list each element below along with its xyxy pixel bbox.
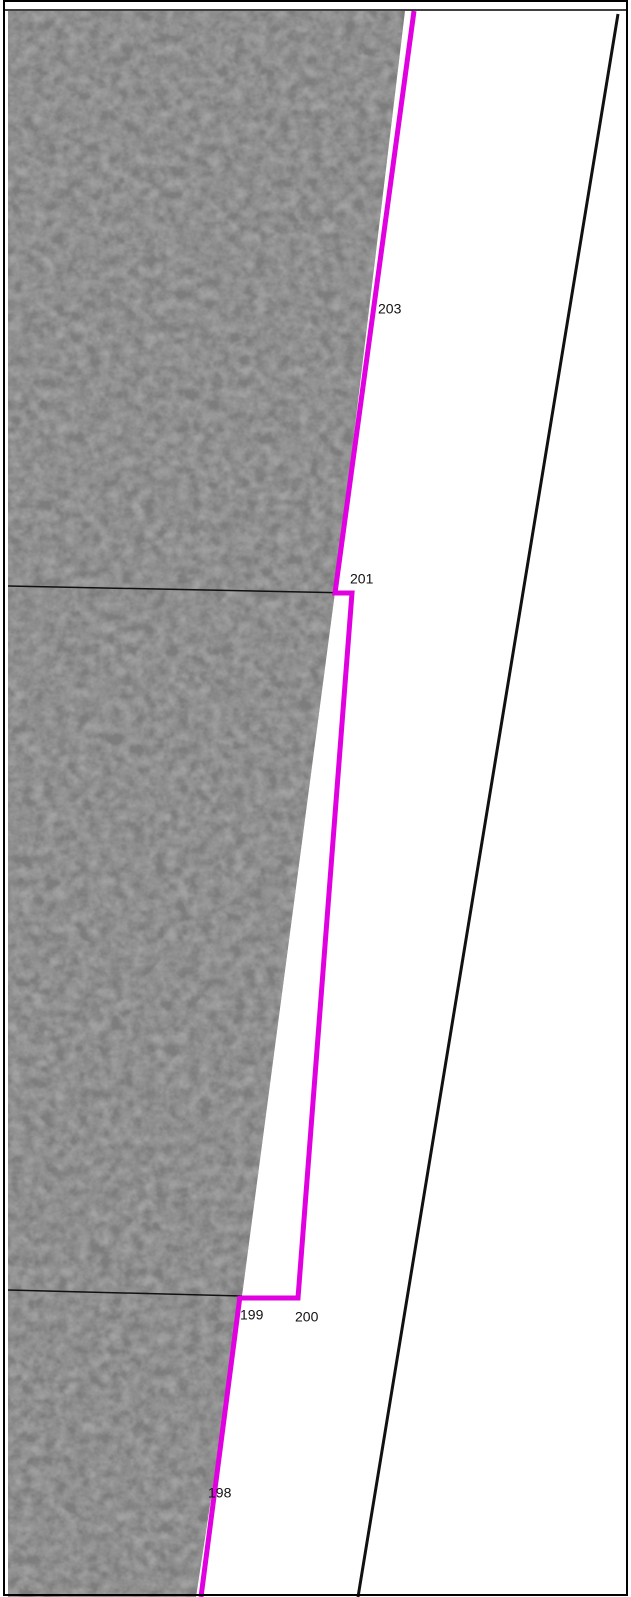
point-label: 200 [295,1309,319,1325]
frame [3,0,628,1596]
point-label: 201 [350,571,374,587]
point-label: 199 [240,1307,264,1323]
point-label: 198 [208,1485,232,1501]
aerial-imagery [8,11,405,1597]
road-line [356,13,620,1597]
boundary-line [198,10,417,1597]
point-label: 203 [378,301,402,317]
parcel-line [7,1289,243,1297]
parcel-line [7,585,353,594]
